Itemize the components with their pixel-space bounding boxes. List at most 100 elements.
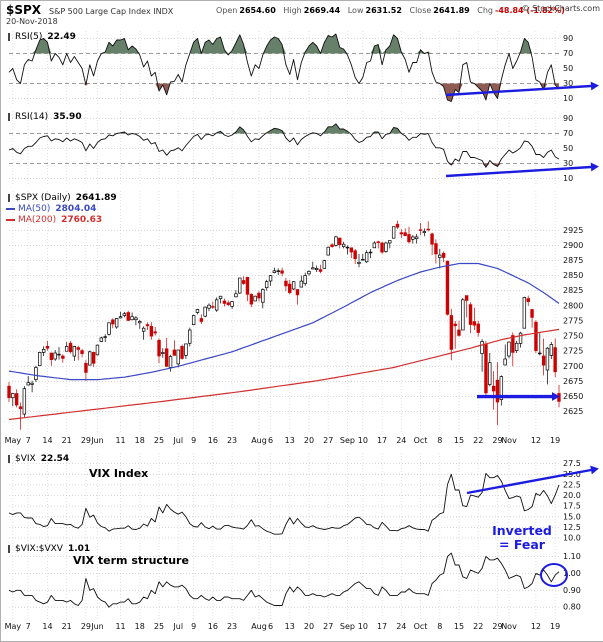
svg-text:24: 24 [396,436,406,445]
svg-text:2675: 2675 [563,377,583,386]
indicator-icon [8,455,10,463]
rsi5-panel: 90 70 50 30 10 [8,31,599,106]
copyright-watermark: © StockCharts.com [521,4,600,13]
svg-text:29: 29 [492,622,502,631]
svg-text:2825: 2825 [563,286,583,295]
inverted-fear-annotation: Inverted = Fear [478,524,566,552]
vix-ratio-legend: $VIX:$VXV 1.01 [6,544,90,554]
low-value: 2631.52 [365,6,402,15]
vix-ratio-legend-title: $VIX:$VXV [15,544,63,554]
spx-legend-title: $SPX (Daily) [15,193,71,203]
svg-text:10: 10 [358,622,368,631]
chg-value: -48.84 (-1.82%) [495,6,565,15]
svg-text:Sep: Sep [340,436,355,445]
bottom-x-axis: May 7 14 21 29 Jun 11 18 25 Jul 9 16 23 Aug 6 13 20 27 Sep… [5,622,561,631]
chart-date: 20-Nov-2018 [6,17,58,26]
ma200-legend-title: MA(200) [18,215,57,225]
svg-text:21: 21 [62,622,72,631]
candlestick-icon [8,194,10,202]
svg-text:50: 50 [563,64,573,73]
rsi14-legend: RSI(14) 35.90 [6,112,82,122]
svg-text:12: 12 [531,622,541,631]
high-label: High [283,6,302,15]
vix-legend-title: $VIX [15,454,36,464]
svg-text:8: 8 [437,436,442,445]
svg-text:Oct: Oct [414,622,428,631]
svg-text:7: 7 [26,436,31,445]
svg-text:Nov: Nov [501,622,517,631]
svg-text:0.90: 0.90 [563,586,581,595]
ma50-legend-value: 2804.04 [55,204,97,214]
svg-text:15.0: 15.0 [563,512,581,521]
vix-legend: $VIX 22.54 [6,454,69,464]
svg-text:Nov: Nov [501,436,517,445]
rsi14-legend-value: 35.90 [53,112,82,122]
svg-text:2850: 2850 [563,271,583,280]
rsi14-legend-title: RSI(14) [15,112,49,122]
close-label: Close [409,6,432,15]
svg-text:22.5: 22.5 [563,480,581,489]
svg-text:25: 25 [154,622,164,631]
svg-text:13: 13 [285,622,295,631]
svg-text:2725: 2725 [563,347,583,356]
high-value: 2669.44 [303,6,341,15]
ma50-legend-title: MA(50) [18,204,51,214]
svg-text:18: 18 [135,622,145,631]
svg-text:27: 27 [323,436,333,445]
svg-text:90: 90 [563,34,573,43]
svg-text:2775: 2775 [563,316,583,325]
svg-text:2650: 2650 [563,392,583,401]
vix-legend-value: 22.54 [40,454,70,464]
svg-text:10: 10 [358,436,368,445]
svg-text:13: 13 [285,436,295,445]
svg-text:16: 16 [208,436,218,445]
svg-text:10.0: 10.0 [563,534,581,541]
svg-text:2750: 2750 [563,332,583,341]
svg-text:29: 29 [81,622,91,631]
chg-label: Chg [477,6,493,15]
svg-text:Jun: Jun [90,436,104,445]
svg-text:Jun: Jun [90,622,104,631]
svg-text:25: 25 [154,436,164,445]
svg-text:30: 30 [563,79,573,88]
svg-text:30: 30 [563,159,573,168]
svg-text:9: 9 [191,622,196,631]
svg-text:12: 12 [531,436,541,445]
svg-text:1.10: 1.10 [563,552,581,561]
indicator-icon [8,33,10,41]
svg-text:Sep: Sep [340,622,355,631]
spx-price-panel: 2925 2900 2875 2850 2825 2800 2775 2750 2725 2700… [7,191,583,434]
svg-text:20.0: 20.0 [563,491,581,500]
svg-text:10: 10 [563,94,573,103]
svg-text:23: 23 [227,622,237,631]
svg-text:19: 19 [550,622,560,631]
svg-text:Jul: Jul [172,622,183,631]
svg-text:2625: 2625 [563,407,583,416]
svg-text:9: 9 [191,436,196,445]
svg-text:May: May [5,436,22,445]
svg-text:10: 10 [563,174,573,183]
indicator-icon [8,545,10,553]
low-label: Low [347,6,364,15]
svg-text:29: 29 [81,436,91,445]
svg-text:50: 50 [563,144,573,153]
svg-text:70: 70 [563,129,573,138]
svg-text:0.80: 0.80 [563,603,581,612]
svg-text:24: 24 [396,622,406,631]
symbol-name: S&P 500 Large Cap Index INDX [49,7,174,16]
vix-ratio-legend-value: 1.01 [67,544,91,554]
svg-text:2900: 2900 [563,241,583,250]
rsi5-legend-title: RSI(5) [15,32,43,42]
svg-text:23: 23 [227,436,237,445]
svg-text:27.5: 27.5 [563,459,581,468]
svg-text:2700: 2700 [563,362,583,371]
rsi5-legend-value: 22.49 [47,32,76,42]
svg-text:17.5: 17.5 [563,502,581,511]
symbol-title: $SPX [6,3,42,17]
svg-text:17: 17 [377,436,387,445]
svg-text:6: 6 [268,436,273,445]
svg-text:70: 70 [563,49,573,58]
svg-text:8: 8 [437,622,442,631]
inverted-fear-line2: = Fear [499,537,545,552]
spx-x-axis: May 7 14 21 29 Jun 11 18 25 Jul 9 16 23 Aug 6 13 20 27 Sep… [5,436,561,445]
